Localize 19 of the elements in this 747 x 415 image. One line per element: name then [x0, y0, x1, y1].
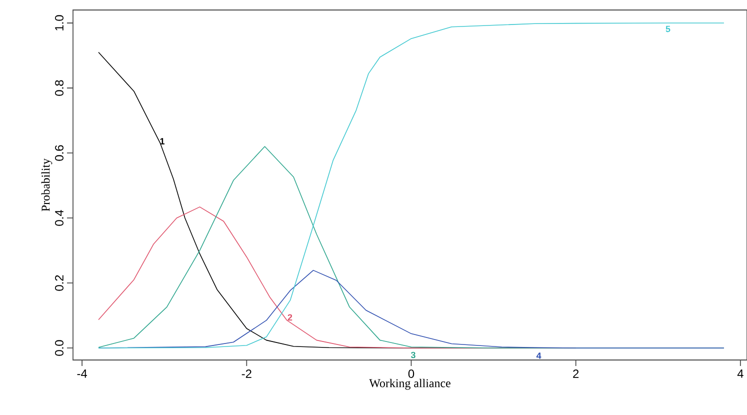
x-tick-label: 4	[737, 370, 744, 378]
x-tick-label: 0	[408, 370, 414, 378]
series-label: 2	[288, 314, 292, 320]
line-series	[98, 22, 724, 348]
y-tick-label: 1.0	[55, 15, 64, 30]
x-tick-label: -2	[242, 370, 252, 378]
y-tick-label: 0.4	[55, 210, 64, 226]
series-label: 5	[666, 26, 670, 32]
series-label: 1	[160, 138, 164, 144]
y-tick-label: 0.0	[55, 340, 64, 356]
y-tick-label: 0.8	[55, 80, 64, 96]
x-tick-label: -4	[77, 370, 88, 378]
y-axis-title: Probability	[41, 158, 52, 212]
y-tick-label: 0.6	[55, 145, 64, 161]
x-axis-title: Working alliance	[369, 378, 450, 390]
x-tick-label: 2	[573, 370, 579, 378]
series-label: 4	[536, 352, 542, 359]
series-label: 3	[410, 352, 416, 358]
y-tick-label: 0.2	[55, 275, 64, 291]
